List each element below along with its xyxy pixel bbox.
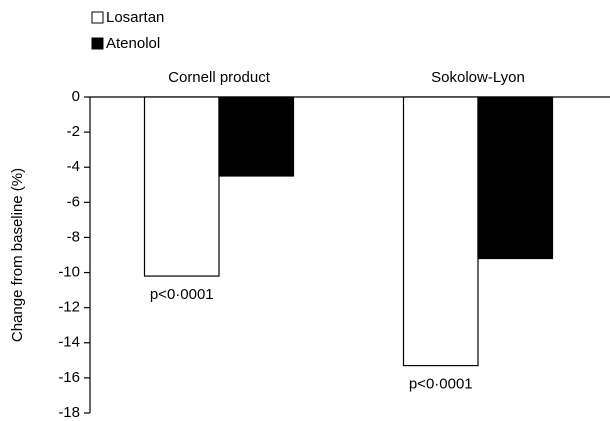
- y-axis-label: Change from baseline (%): [9, 168, 26, 342]
- annotation: p<0·0001: [150, 286, 214, 303]
- bar: [143, 96, 220, 277]
- category-label: Cornell product: [168, 69, 271, 86]
- y-tick-label: -16: [58, 369, 80, 386]
- y-tick-label: -6: [67, 193, 80, 210]
- y-tick-label: -2: [67, 123, 80, 140]
- legend-swatch: [91, 11, 104, 24]
- y-tick-label: -18: [58, 404, 80, 421]
- bar: [402, 96, 479, 367]
- y-tick-label: -14: [58, 334, 80, 351]
- y-tick-label: -8: [67, 228, 80, 245]
- legend-label: Losartan: [106, 9, 164, 26]
- legend-swatch: [91, 37, 104, 50]
- y-tick-label: -12: [58, 299, 80, 316]
- bar: [477, 96, 554, 260]
- y-tick-label: 0: [72, 88, 80, 105]
- y-tick-label: -10: [58, 264, 80, 281]
- y-tick-label: -4: [67, 158, 80, 175]
- annotation: p<0·0001: [409, 376, 473, 393]
- legend-label: Atenolol: [106, 35, 160, 52]
- category-label: Sokolow-Lyon: [431, 69, 525, 86]
- bar: [218, 96, 295, 177]
